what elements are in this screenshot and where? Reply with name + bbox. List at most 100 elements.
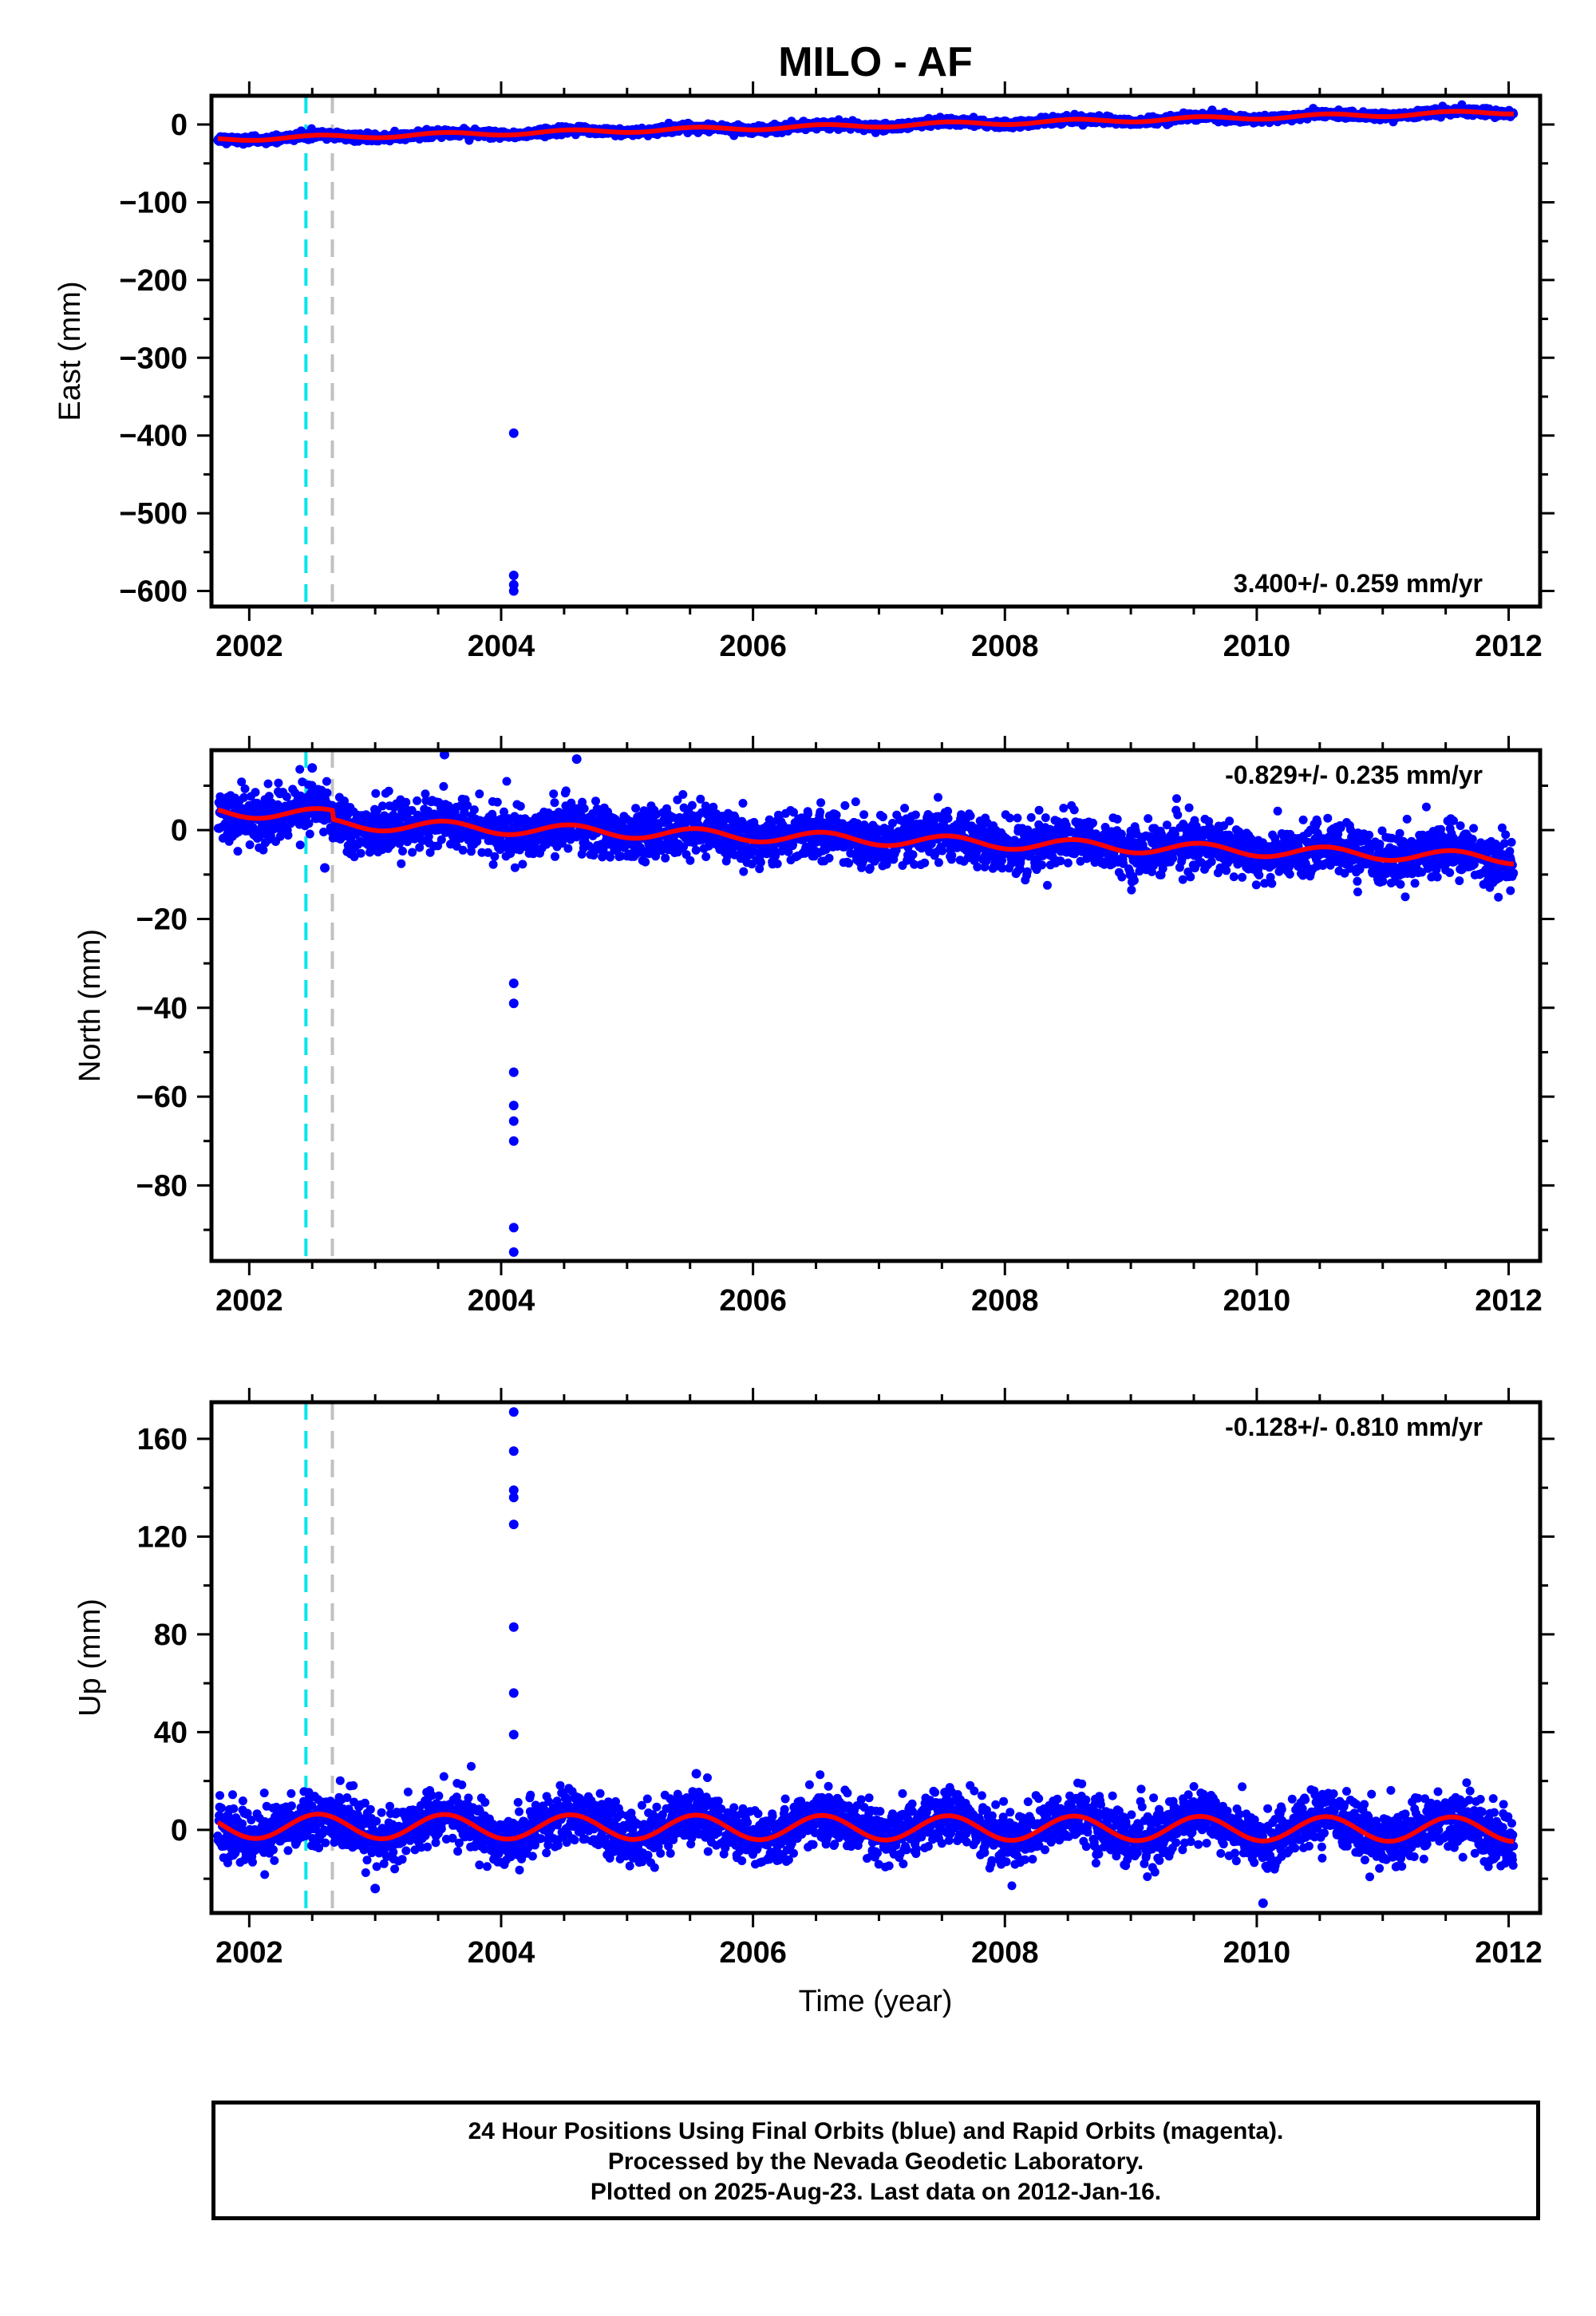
- data-point: [579, 804, 589, 813]
- data-point: [691, 845, 701, 855]
- data-point: [484, 848, 493, 857]
- data-point: [350, 852, 359, 862]
- chart-title: MILO - AF: [778, 39, 973, 85]
- x-tick-label: 2006: [719, 630, 787, 663]
- data-point: [518, 860, 527, 869]
- data-point: [561, 786, 571, 796]
- data-point: [239, 792, 249, 802]
- data-point: [274, 778, 283, 788]
- plot-area: [213, 750, 1519, 1261]
- data-point: [439, 781, 448, 791]
- x-tick-label: 2010: [1223, 630, 1291, 663]
- panels: 2002 2004 2006 2008 2010 2012 0 −100 −200 −300 −40…: [53, 81, 1555, 1970]
- velocity-label: 3.400+/- 0.259 mm/yr: [1234, 569, 1483, 598]
- data-point: [651, 852, 661, 861]
- data-point: [237, 777, 247, 787]
- data-point: [550, 798, 559, 808]
- x-tick-label: 2012: [1475, 630, 1543, 663]
- data-point: [469, 805, 479, 815]
- data-point: [319, 828, 328, 836]
- data-point: [408, 848, 417, 857]
- data-point: [661, 853, 670, 863]
- data-point: [510, 863, 519, 872]
- data-point: [549, 789, 559, 799]
- x-tick-label: 2008: [971, 630, 1039, 663]
- data-point: [421, 789, 430, 799]
- data-point: [701, 852, 711, 861]
- data-point: [233, 847, 243, 856]
- data-point: [397, 859, 406, 868]
- data-point: [458, 845, 468, 855]
- data-point: [502, 777, 512, 786]
- data-point: [295, 840, 305, 850]
- y-tick-label: −400: [119, 420, 188, 453]
- data-point: [356, 848, 365, 858]
- data-point: [490, 852, 500, 861]
- data-point: [463, 800, 472, 810]
- data-point: [673, 795, 682, 804]
- data-point: [685, 856, 695, 865]
- data-point: [477, 848, 487, 857]
- y-tick-label: −600: [119, 575, 188, 609]
- data-point: [371, 788, 381, 798]
- data-point: [424, 832, 433, 841]
- data-point: [245, 840, 255, 849]
- data-point: [563, 844, 573, 853]
- data-point: [240, 784, 250, 793]
- data-point: [475, 789, 484, 799]
- x-tick-label: 2004: [468, 630, 535, 663]
- data-point: [679, 842, 689, 852]
- data-point: [398, 847, 407, 856]
- data-point: [500, 807, 508, 816]
- data-point: [631, 804, 641, 813]
- data-point: [709, 802, 718, 812]
- data-point: [377, 801, 387, 811]
- y-axis-label: East (mm): [53, 281, 87, 421]
- data-point: [259, 845, 268, 855]
- y-tick-label: −300: [119, 342, 188, 375]
- data-point: [516, 801, 525, 811]
- data-point: [425, 848, 435, 857]
- data-point: [515, 845, 524, 855]
- model-curve: [217, 109, 1514, 143]
- data-point: [591, 796, 600, 806]
- data-point: [687, 800, 697, 810]
- data-point: [304, 819, 314, 828]
- data-point: [264, 792, 274, 801]
- data-point: [678, 790, 688, 799]
- data-point: [282, 792, 291, 801]
- data-point: [305, 829, 314, 839]
- data-point: [295, 765, 305, 774]
- outlier-point: [508, 571, 519, 581]
- outlier-point: [508, 428, 519, 438]
- data-point: [283, 831, 293, 840]
- data-point: [401, 797, 411, 807]
- panel-east: 2002 2004 2006 2008 2010 2012 0 −100 −200 −300 −40…: [53, 81, 1555, 663]
- data-point: [616, 852, 626, 861]
- panel-north: 2002 2004 2006 2008 2010 20120−20−40−60−80Nor…: [73, 736, 1555, 1318]
- y-tick-label: −500: [119, 497, 188, 531]
- data-point: [263, 779, 273, 788]
- data-point: [492, 797, 502, 807]
- data-point: [551, 852, 559, 861]
- y-tick-label: −200: [119, 264, 188, 298]
- y-tick-label: −100: [119, 186, 188, 219]
- outlier-point: [508, 586, 519, 596]
- x-tick-label: 2002: [215, 630, 283, 663]
- data-point: [696, 794, 705, 804]
- data-point: [488, 860, 498, 869]
- data-point: [322, 788, 332, 797]
- data-point: [384, 786, 393, 796]
- data-point: [322, 777, 331, 786]
- data-point: [255, 832, 264, 842]
- data-point: [606, 852, 615, 862]
- data-point: [413, 796, 422, 805]
- data-point: [251, 788, 260, 797]
- data-point: [437, 835, 446, 844]
- data-point: [641, 857, 650, 867]
- y-tick-label: 0: [171, 109, 188, 142]
- plot-area: [213, 96, 1519, 607]
- panel-frame: [209, 93, 1543, 609]
- data-point: [415, 843, 425, 852]
